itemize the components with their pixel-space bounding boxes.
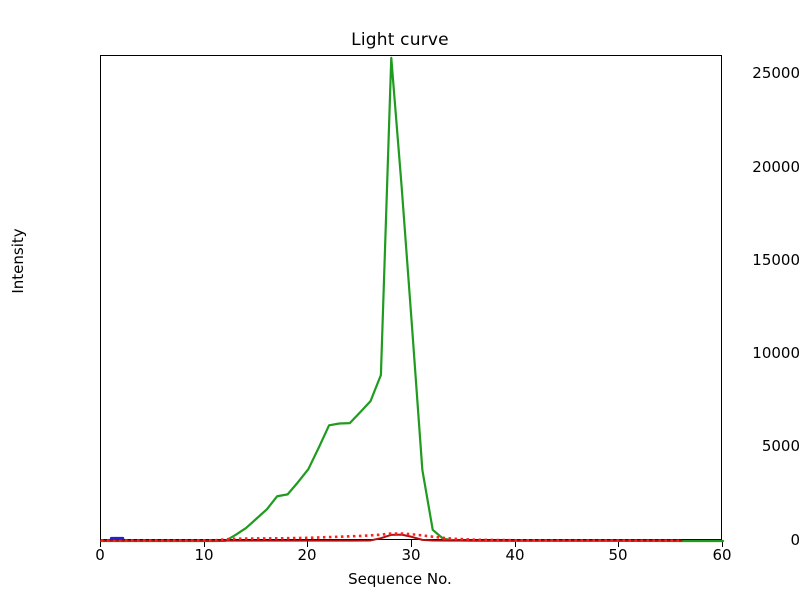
x-tick-mark-50 [618, 540, 619, 547]
y-axis-label: Intensity [9, 228, 27, 294]
x-tick-label-60: 60 [712, 546, 732, 564]
y-tick-label-10000: 10000 [752, 344, 800, 362]
series-layer [99, 56, 725, 543]
chart-title: Light curve [351, 30, 449, 50]
y-tick-label-15000: 15000 [752, 251, 800, 269]
series-group [99, 56, 725, 543]
x-tick-label-30: 30 [401, 546, 421, 564]
x-tick-label-0: 0 [95, 546, 105, 564]
x-tick-label-50: 50 [608, 546, 628, 564]
x-tick-mark-0 [100, 540, 101, 547]
y-tick-label-5000: 5000 [761, 437, 800, 455]
x-axis-label: Sequence No. [348, 570, 452, 588]
x-tick-mark-20 [307, 540, 308, 547]
x-tick-mark-60 [722, 540, 723, 547]
y-tick-label-20000: 20000 [752, 158, 800, 176]
y-tick-label-25000: 25000 [752, 64, 800, 82]
x-tick-label-40: 40 [505, 546, 525, 564]
x-tick-mark-40 [515, 540, 516, 547]
series-red-dotted-curve [101, 532, 682, 542]
x-tick-mark-10 [204, 540, 205, 547]
x-tick-label-10: 10 [194, 546, 214, 564]
y-tick-label-0: 0 [790, 531, 800, 549]
plot-area [99, 55, 725, 543]
x-tick-label-20: 20 [297, 546, 317, 564]
series-green-curve [99, 56, 725, 543]
x-tick-mark-30 [411, 540, 412, 547]
